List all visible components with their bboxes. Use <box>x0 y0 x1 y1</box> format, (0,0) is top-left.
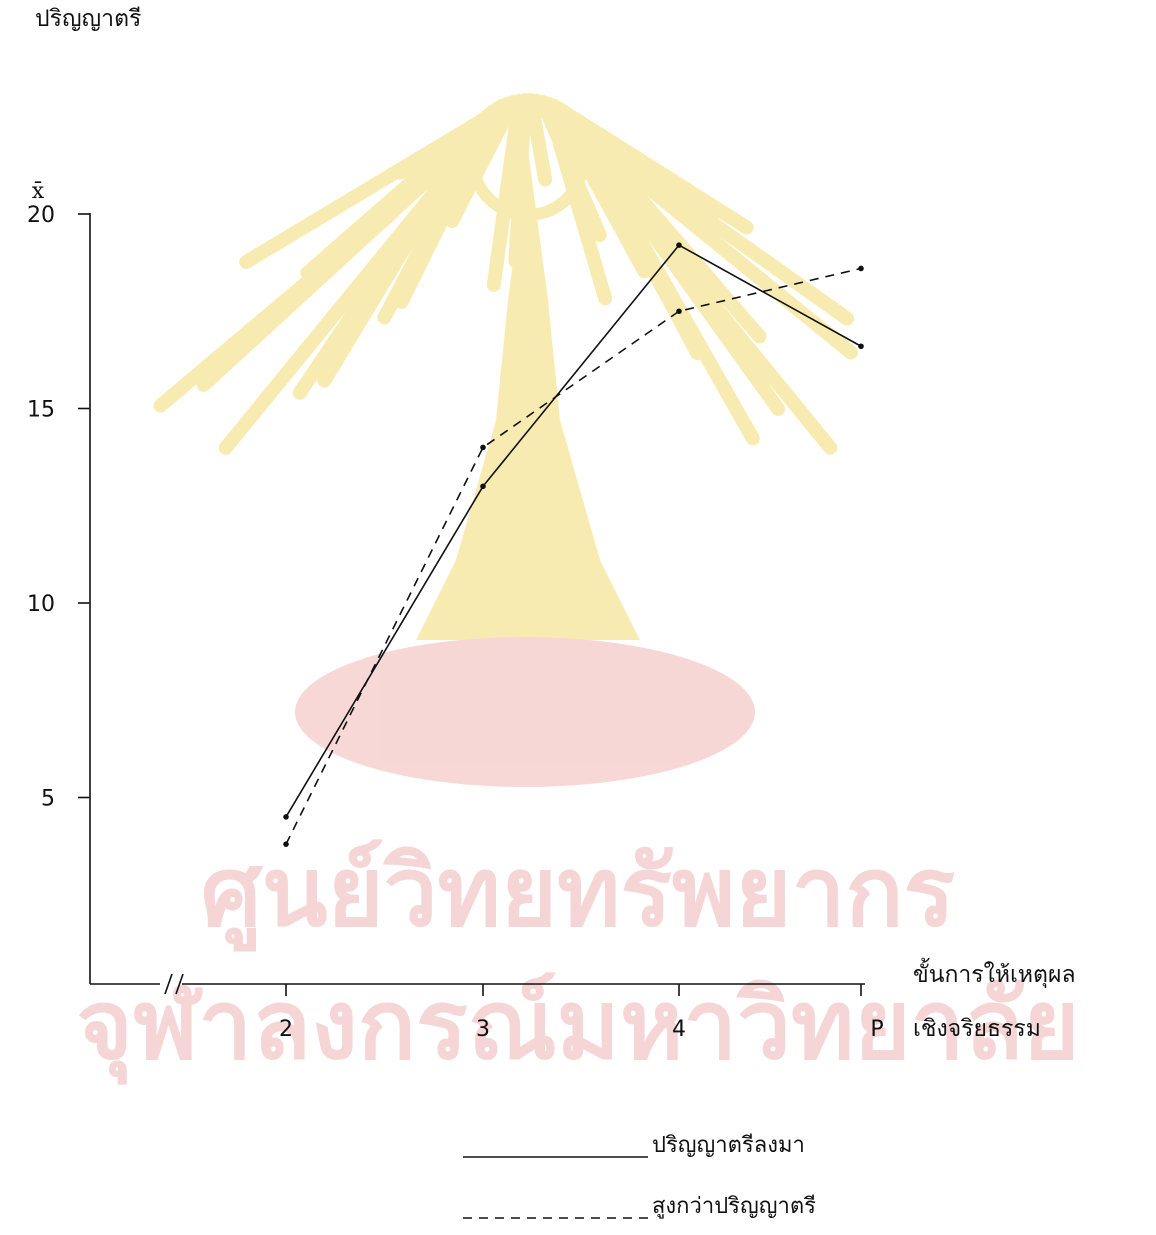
series-line-2 <box>285 267 862 845</box>
data-point <box>480 483 486 490</box>
emblem-ray <box>546 98 652 279</box>
emblem-ray <box>541 96 613 306</box>
emblem-crown <box>416 150 640 640</box>
data-point <box>676 242 682 248</box>
data-point <box>858 265 864 272</box>
y-ticks: 5 10 15 20 <box>27 203 90 812</box>
legend: ปริญญาตรีลงมา สูงกว่าปริญญาตรี <box>463 1133 816 1219</box>
data-point <box>480 444 486 451</box>
emblem-ray <box>486 93 527 292</box>
data-point <box>676 308 682 315</box>
data-point <box>283 814 289 820</box>
emblem-ray <box>523 93 553 187</box>
y-tick-label: 5 <box>41 787 55 812</box>
emblem-ray <box>317 121 484 388</box>
emblem-cushion <box>295 637 755 787</box>
axes <box>89 213 865 995</box>
emblem-ray <box>445 94 521 228</box>
y-tick-label: 20 <box>27 203 55 228</box>
header-fragment: ปริญญาตรี <box>35 6 141 32</box>
legend-label-dashed: สูงกว่าปริญญาตรี <box>652 1194 816 1219</box>
y-tick-label: 10 <box>27 592 55 617</box>
series-line-1 <box>285 244 862 818</box>
x-tick-label: 3 <box>476 1017 490 1042</box>
legend-label-solid: ปริญญาตรีลงมา <box>652 1133 805 1158</box>
x-tick-label: 4 <box>672 1017 686 1042</box>
x-axis-label-line-2: เชิงจริยธรรม <box>913 1016 1041 1042</box>
x-axis-label-line-1: ขั้นการให้เหตุผล <box>913 958 1076 988</box>
watermark-line-1: ศูนย์วิทยทรัพยากร <box>201 836 955 952</box>
watermark-emblem <box>153 93 858 787</box>
x-tick-label: 2 <box>279 1017 293 1042</box>
series-layer <box>283 242 864 847</box>
y-axis-label: x̄ <box>32 179 45 204</box>
watermark-line-2: จุฬาลงกรณ์มหาวิทยาลัย <box>76 969 1079 1085</box>
x-ticks: 2 3 4 P <box>279 984 884 1042</box>
axis-break-mark <box>164 973 173 995</box>
axis-break-mark <box>175 973 184 995</box>
data-point <box>858 343 864 350</box>
x-tick-label: P <box>870 1017 883 1042</box>
emblem-ray <box>580 143 838 455</box>
y-tick-label: 15 <box>27 398 55 423</box>
data-point <box>283 841 289 847</box>
